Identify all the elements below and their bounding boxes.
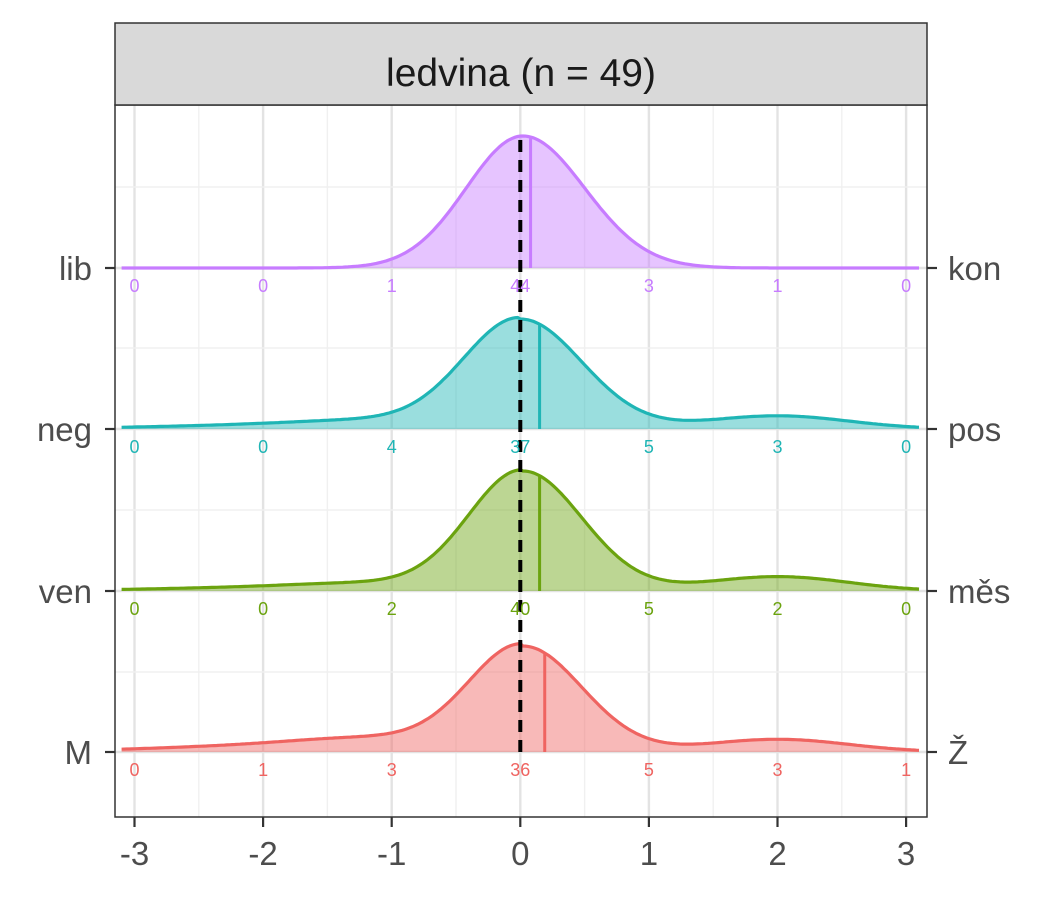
count-label: 3 [772,760,782,780]
left-category-label: neg [37,411,92,448]
count-label: 40 [510,599,530,619]
count-label: 3 [772,437,782,457]
density-area-neg [121,317,920,429]
count-label: 2 [772,599,782,619]
axes: lib kon neg pos ven měs M Ž -3 -2 -1 0 1 2 3 [37,250,1010,872]
count-label: 0 [258,276,268,296]
right-category-label: Ž [948,734,968,771]
count-label: 0 [129,437,139,457]
x-tick-label: 0 [511,835,529,872]
count-label: 1 [772,276,782,296]
count-label: 5 [644,760,654,780]
count-label: 0 [901,276,911,296]
x-tick-label: 1 [640,835,658,872]
count-label: 0 [901,437,911,457]
x-tick-label: 2 [768,835,786,872]
count-label: 0 [129,276,139,296]
density-line-neg [121,315,920,429]
count-label: 4 [387,437,397,457]
right-category-label: měs [948,573,1010,610]
count-label: 1 [258,760,268,780]
facet-title: ledvina (n = 49) [386,52,656,95]
count-label: 0 [258,437,268,457]
right-category-label: kon [948,250,1001,287]
facet-strip [114,22,928,106]
density-area-M [121,643,920,752]
x-tick-label: 3 [897,835,915,872]
count-label: 36 [510,760,530,780]
count-label: 1 [387,276,397,296]
left-category-label: M [65,734,93,771]
count-label: 2 [387,599,397,619]
count-label: 5 [644,599,654,619]
left-category-label: lib [59,250,92,287]
count-label: 5 [644,437,654,457]
count-labels: 0 0 1 44 3 1 0 0 0 4 37 5 3 0 0 0 2 40 5 2 0 0 1 3 36 5 3 1 [129,276,911,780]
x-tick-label: -1 [377,835,406,872]
count-label: 3 [644,276,654,296]
count-label: 44 [510,276,530,296]
count-label: 0 [129,599,139,619]
count-label: 0 [901,599,911,619]
x-tick-label: -2 [248,835,277,872]
right-category-label: pos [948,411,1001,448]
count-label: 1 [901,760,911,780]
count-label: 0 [129,760,139,780]
count-label: 3 [387,760,397,780]
count-label: 0 [258,599,268,619]
count-label: 37 [510,437,530,457]
density-line-lib [121,134,919,270]
x-tick-label: -3 [120,835,149,872]
left-category-label: ven [39,573,92,610]
